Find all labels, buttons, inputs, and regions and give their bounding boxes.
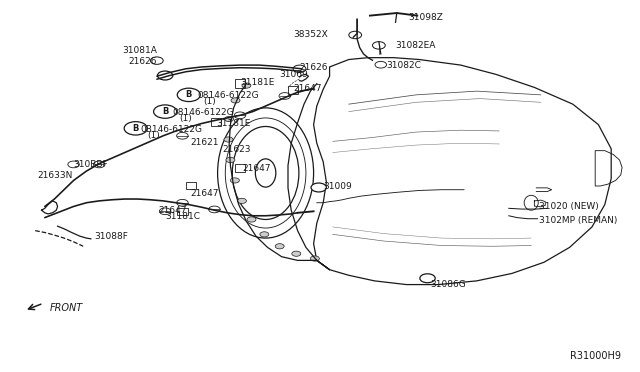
Text: FRONT: FRONT <box>49 303 83 313</box>
Text: 08146-6122G: 08146-6122G <box>197 92 259 100</box>
Circle shape <box>226 157 235 163</box>
Circle shape <box>242 83 251 88</box>
Circle shape <box>310 256 319 261</box>
Text: 21647: 21647 <box>159 206 188 215</box>
Circle shape <box>279 93 291 99</box>
Circle shape <box>225 116 234 122</box>
Text: 31181E: 31181E <box>216 119 251 128</box>
Text: 31181C: 31181C <box>165 212 200 221</box>
Text: 31082EA: 31082EA <box>396 41 436 50</box>
Circle shape <box>375 61 387 68</box>
Text: 31098Z: 31098Z <box>408 13 443 22</box>
Circle shape <box>157 71 173 80</box>
Text: 3102MP (REMAN): 3102MP (REMAN) <box>539 216 617 225</box>
Text: 31009: 31009 <box>323 182 352 191</box>
Text: (1): (1) <box>179 114 192 123</box>
Text: 31181E: 31181E <box>240 78 275 87</box>
Text: R31000H9: R31000H9 <box>570 351 621 361</box>
Circle shape <box>260 232 269 237</box>
Ellipse shape <box>255 159 276 187</box>
Circle shape <box>230 178 239 183</box>
Text: (1): (1) <box>204 97 216 106</box>
Text: B: B <box>186 90 192 99</box>
Text: B: B <box>162 107 168 116</box>
Text: 310BBF: 310BBF <box>74 160 108 169</box>
Text: 21623: 21623 <box>223 145 252 154</box>
Circle shape <box>224 137 233 142</box>
Circle shape <box>293 65 306 73</box>
Text: 31081A: 31081A <box>122 46 157 55</box>
Circle shape <box>311 183 326 192</box>
Text: 21633N: 21633N <box>37 171 72 180</box>
Ellipse shape <box>524 195 538 210</box>
Text: 21647: 21647 <box>191 189 220 198</box>
Text: (1): (1) <box>147 131 160 140</box>
Text: 21647: 21647 <box>293 84 322 93</box>
Circle shape <box>420 274 435 283</box>
Text: 21647: 21647 <box>242 164 271 173</box>
Text: 0B146-6122G: 0B146-6122G <box>141 125 203 134</box>
Circle shape <box>349 31 362 39</box>
Text: 38352X: 38352X <box>294 30 328 39</box>
Text: 21621: 21621 <box>191 138 220 147</box>
Text: 31069: 31069 <box>280 70 308 79</box>
Circle shape <box>159 208 171 215</box>
Text: 31086G: 31086G <box>430 280 466 289</box>
Circle shape <box>231 98 240 103</box>
Circle shape <box>177 199 188 206</box>
Circle shape <box>292 251 301 256</box>
Circle shape <box>275 244 284 249</box>
Circle shape <box>177 132 188 139</box>
Text: B: B <box>132 124 139 133</box>
Text: 21626: 21626 <box>128 57 157 66</box>
Text: 08146-6122G: 08146-6122G <box>173 108 234 117</box>
Text: 31082C: 31082C <box>386 61 420 70</box>
Text: 31088F: 31088F <box>95 232 129 241</box>
Text: 21626: 21626 <box>300 63 328 72</box>
Circle shape <box>237 198 246 203</box>
Circle shape <box>150 57 163 64</box>
Text: 31020 (NEW): 31020 (NEW) <box>539 202 598 211</box>
Circle shape <box>247 217 256 222</box>
Circle shape <box>93 161 105 168</box>
Circle shape <box>68 161 79 168</box>
Circle shape <box>209 206 220 213</box>
Circle shape <box>234 112 246 119</box>
Circle shape <box>372 42 385 49</box>
